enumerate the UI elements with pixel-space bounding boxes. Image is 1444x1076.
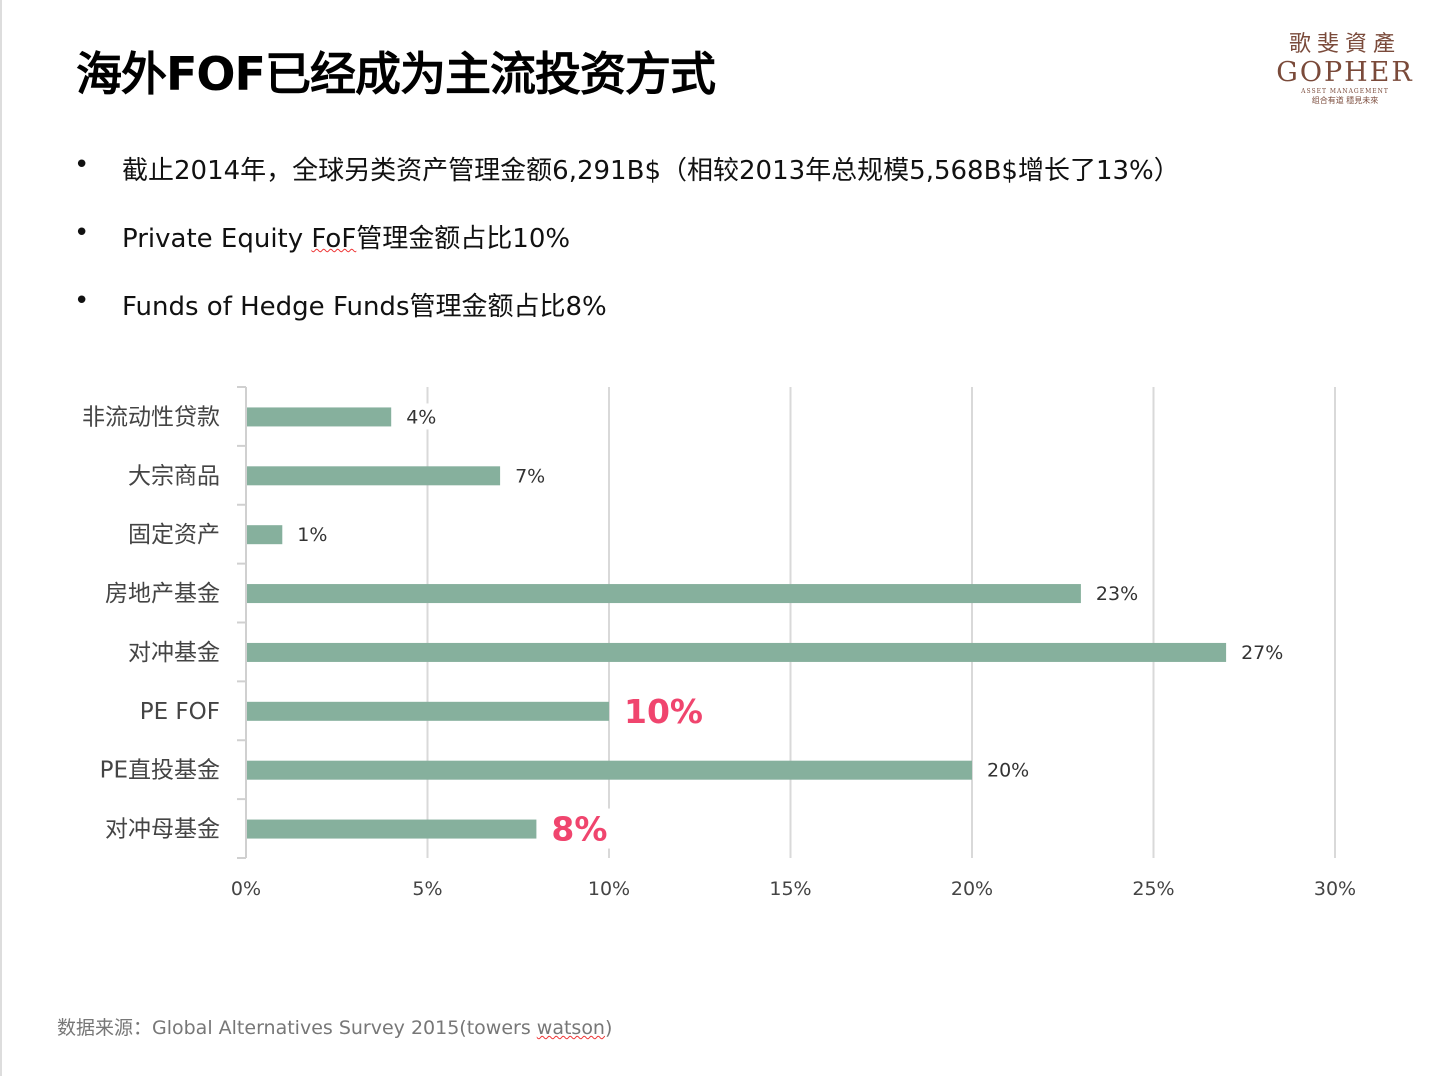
category-label: 对冲母基金 xyxy=(105,817,220,843)
bullet-text: 截止2014年，全球另类资产管理金额6,291B$（相较2013年总规模5,56… xyxy=(122,156,1180,186)
x-tick-label: 20% xyxy=(951,878,993,900)
data-label: 10% xyxy=(624,692,703,731)
bar xyxy=(247,642,1227,662)
label-background xyxy=(982,756,1026,783)
bullet-text: Funds of Hedge Funds管理金额占比8% xyxy=(122,292,607,322)
category-label: 大宗商品 xyxy=(128,463,220,489)
spellcheck-word: FoF xyxy=(311,224,357,254)
label-background xyxy=(1090,580,1135,607)
x-tick-label: 25% xyxy=(1132,878,1174,900)
category-label: PE直投基金 xyxy=(100,758,220,784)
data-label: 23% xyxy=(1096,583,1138,605)
category-label: 非流动性贷款 xyxy=(82,404,220,430)
logo-en: GOPHER xyxy=(1276,57,1414,88)
label-background xyxy=(510,462,555,489)
data-label: 7% xyxy=(515,465,545,487)
label-background xyxy=(401,403,446,430)
data-label: 20% xyxy=(987,760,1029,782)
bullet-dot: • xyxy=(74,150,90,180)
source-text: ) xyxy=(604,1017,613,1039)
category-label: 固定资产 xyxy=(128,522,220,548)
x-tick-label: 5% xyxy=(412,878,442,900)
bullet-item: • 截止2014年，全球另类资产管理金额6,291B$（相较2013年总规模5,5… xyxy=(74,150,1180,218)
label-background xyxy=(546,808,622,849)
bullet-text-part: 管理金额占比10% xyxy=(356,224,571,254)
data-label: 27% xyxy=(1241,642,1283,664)
bullet-text-part: Private Equity xyxy=(122,224,312,254)
category-label: 对冲基金 xyxy=(128,640,220,666)
bar xyxy=(247,407,392,427)
bullet-item: • Funds of Hedge Funds管理金额占比8% xyxy=(74,286,1180,354)
bar xyxy=(247,584,1081,604)
bullet-text: Private Equity FoF管理金额占比10% xyxy=(122,218,570,286)
logo-cn: 歌斐資產 xyxy=(1288,32,1401,57)
data-label: 8% xyxy=(551,810,607,849)
label-background xyxy=(1236,638,1281,665)
bar xyxy=(247,819,537,839)
category-label: 房地产基金 xyxy=(105,581,220,607)
label-background xyxy=(292,521,337,548)
source-text: 数据来源：Global Alternatives Survey 2015(tow… xyxy=(57,1017,537,1039)
source-note: 数据来源：Global Alternatives Survey 2015(tow… xyxy=(57,1013,612,1040)
x-tick-label: 0% xyxy=(231,878,261,900)
x-tick-label: 30% xyxy=(1314,878,1356,900)
bullet-dot: • xyxy=(74,218,90,248)
logo-sub: ASSET MANAGEMENT xyxy=(1301,88,1389,95)
spellcheck-word: watson xyxy=(536,1017,605,1039)
gopher-logo: 歌斐資產 GOPHER ASSET MANAGEMENT 组合有道 穩見未來 xyxy=(1270,26,1420,106)
x-tick-label: 10% xyxy=(588,878,630,900)
bar xyxy=(247,701,609,721)
bullet-list: • 截止2014年，全球另类资产管理金额6,291B$（相较2013年总规模5,5… xyxy=(74,150,1180,354)
bar xyxy=(247,760,972,780)
category-label: PE FOF xyxy=(140,699,220,725)
label-background xyxy=(619,690,694,731)
data-label: 4% xyxy=(406,406,436,428)
bar xyxy=(247,525,283,545)
bullet-item: • Private Equity FoF管理金额占比10% xyxy=(74,218,1180,286)
bar xyxy=(247,466,501,486)
logo-motto: 组合有道 穩見未來 xyxy=(1311,96,1379,105)
x-tick-label: 15% xyxy=(769,878,811,900)
bullet-dot: • xyxy=(74,286,90,316)
data-label: 1% xyxy=(297,524,327,546)
slide-title: 海外FOF已经成为主流投资方式 xyxy=(76,47,716,101)
